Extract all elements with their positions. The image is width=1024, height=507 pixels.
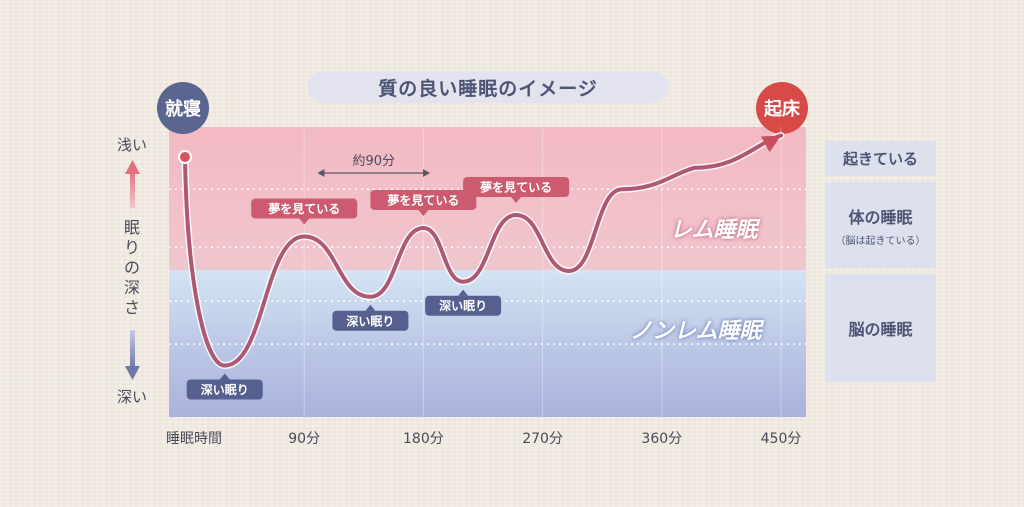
dream-tag-label: 夢を見ている	[268, 201, 340, 216]
y-axis-up-arrow	[130, 170, 135, 208]
dream-tag: 夢を見ている	[251, 198, 358, 225]
wake-arrowhead	[760, 135, 781, 153]
dream-tag: 夢を見ている	[370, 189, 477, 216]
tag-pointer	[219, 373, 230, 380]
chart-title: 質の良い睡眠のイメージ	[307, 71, 669, 103]
tag-background	[425, 295, 502, 316]
x-axis-tick-label: 180分	[403, 431, 444, 447]
body-sleep-note: （脳は起きている）	[835, 235, 926, 247]
tag-pointer	[458, 289, 469, 296]
cycle-span-right-arrow	[423, 169, 431, 177]
x-axis-tick-label: 360分	[641, 431, 683, 447]
tag-pointer	[418, 209, 429, 216]
y-axis-down-arrow	[130, 330, 135, 368]
y-axis-down-arrowhead	[125, 366, 140, 380]
body-sleep-label: 体の睡眠	[848, 207, 913, 227]
brain-sleep-box: 脳の睡眠	[825, 274, 936, 382]
x-axis-tick-label: 270分	[522, 431, 563, 447]
tag-pointer	[511, 197, 522, 204]
x-axis-tick-label: 450分	[760, 431, 802, 447]
x-axis-title: 睡眠時間	[166, 431, 222, 447]
x-axis-tick-label: 90分	[288, 431, 321, 447]
brain-sleep-label: 脳の睡眠	[848, 320, 913, 339]
y-axis-up-arrowhead	[125, 160, 140, 174]
tag-pointer	[365, 304, 376, 311]
deep-sleep-tag: 深い眠り	[425, 289, 502, 316]
dream-tag-label: 夢を見ている	[387, 192, 459, 207]
dream-tag-label: 夢を見ている	[480, 180, 552, 195]
deep-sleep-tag-label: 深い眠り	[346, 313, 394, 328]
cycle-span-left-arrow	[317, 169, 325, 177]
y-axis-top-label: 浅い	[117, 136, 148, 154]
deep-sleep-tag-label: 深い眠り	[439, 298, 487, 313]
tag-background	[463, 177, 570, 198]
tag-pointer	[299, 218, 310, 225]
wake-marker: 起床	[756, 82, 808, 134]
cycle-annotation: 約90分	[352, 154, 395, 169]
deep-sleep-tag: 深い眠り	[332, 304, 409, 331]
awake-state-box: 起きている	[825, 141, 936, 176]
deep-sleep-tag: 深い眠り	[186, 373, 263, 400]
rem-zone-label: レム睡眠	[670, 218, 758, 243]
body-sleep-box: 体の睡眠 （脳は起きている）	[825, 182, 936, 268]
deep-sleep-tag-label: 深い眠り	[201, 382, 249, 397]
tag-background	[370, 189, 477, 210]
awake-state-label: 起きている	[842, 150, 918, 168]
tag-background	[186, 379, 263, 400]
tag-background	[251, 198, 358, 219]
sleep-depth-curve	[183, 133, 783, 368]
y-axis-bottom-label: 深い	[117, 388, 148, 406]
nrem-zone-label: ノンレム睡眠	[630, 319, 762, 344]
tag-background	[332, 310, 409, 331]
sleep-start-point	[178, 150, 192, 164]
dream-tag: 夢を見ている	[463, 177, 570, 204]
bedtime-marker: 就寝	[157, 82, 209, 134]
y-axis-title: 眠りの深さ	[123, 218, 140, 317]
